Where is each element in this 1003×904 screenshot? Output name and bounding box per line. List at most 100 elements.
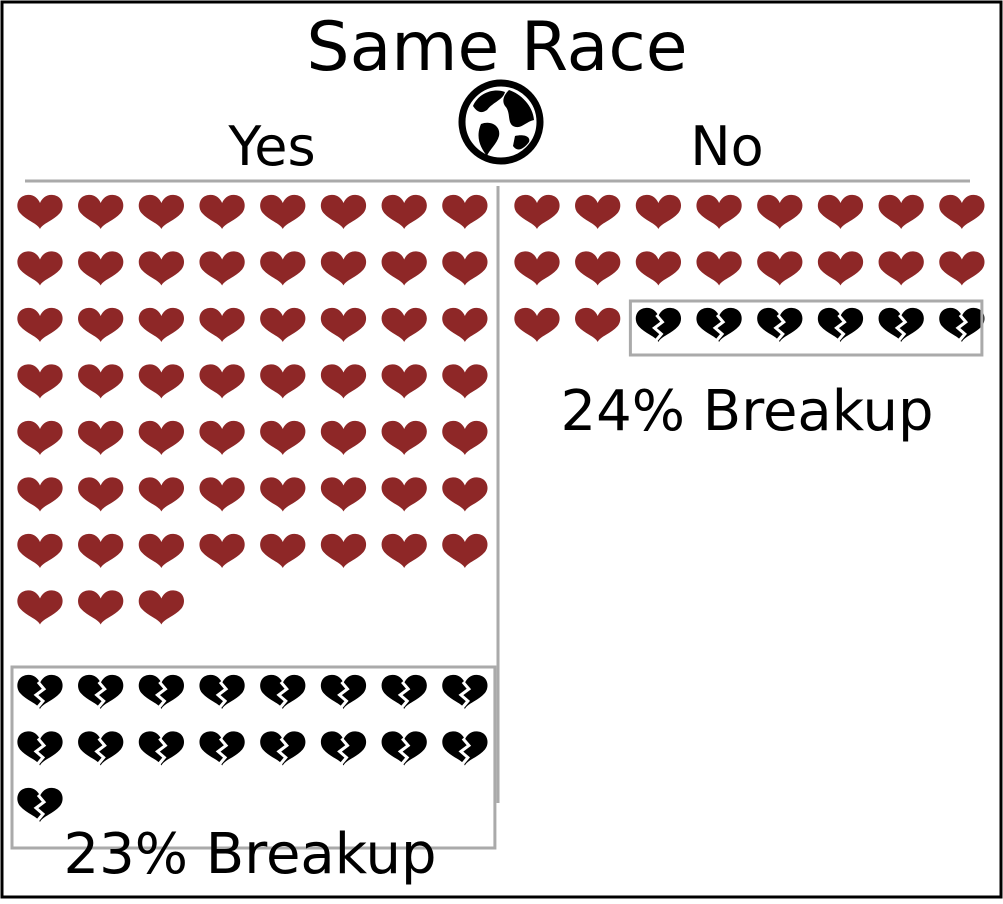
heart-icon [878,194,924,229]
broken-heart-icon [199,674,245,709]
heart-icon [199,420,245,455]
group-label-yes: Yes [227,115,315,178]
broken-heart-icon [878,307,924,342]
heart-icon [260,194,306,229]
heart-icon [442,251,488,286]
group-label-no: No [690,115,763,178]
broken-heart-icon [381,731,427,766]
heart-icon [17,477,63,512]
broken-heart-icon [138,674,185,709]
heart-icon [514,251,560,286]
heart-icon [260,533,306,568]
heart-icon [696,251,742,286]
heart-icon [381,420,427,455]
heart-icon [260,420,306,455]
heart-icon [817,194,864,229]
heart-icon [757,194,803,229]
broken-heart-icon [817,307,864,342]
heart-icon [696,194,742,229]
heart-icon [381,251,427,286]
heart-icon [442,420,488,455]
heart-icon [138,307,185,342]
heart-icon [138,533,185,568]
heart-icon [199,194,245,229]
broken-heart-icon [17,731,63,766]
heart-icon [138,590,185,625]
heart-icon [260,251,306,286]
heart-icon [138,251,185,286]
heart-icon [442,307,488,342]
heart-icon [757,251,803,286]
breakup-label-no: 24% Breakup [561,379,934,444]
breakup-frame [10,665,497,850]
heart-icon [78,307,124,342]
heart-icon [381,364,427,399]
heart-icon [199,477,245,512]
heart-icon [17,533,63,568]
heart-icon [575,194,621,229]
chart-title: Same Race [306,8,687,87]
heart-icon [199,533,245,568]
heart-icon [381,307,427,342]
heart-icon [442,477,488,512]
breakup-label-yes: 23% Breakup [64,822,437,887]
broken-heart-icon [260,731,306,766]
heart-icon [635,194,682,229]
heart-icon [78,590,124,625]
heart-icon [514,307,560,342]
breakup-frame [628,299,984,357]
broken-heart-icon [635,307,682,342]
heart-icon [939,251,985,286]
heart-icon [78,533,124,568]
broken-heart-icon [78,731,124,766]
broken-heart-icon [442,674,488,709]
heart-icon [199,251,245,286]
heart-icon [138,477,185,512]
broken-heart-icon [696,307,742,342]
heart-icon [939,194,985,229]
heart-icon [320,420,367,455]
heart-icon [17,307,63,342]
heart-icon [17,590,63,625]
heart-icon [514,194,560,229]
heart-icon [78,477,124,512]
heart-icon [442,533,488,568]
broken-heart-icon [320,731,367,766]
heart-icon [442,194,488,229]
broken-heart-icon [78,674,124,709]
broken-heart-icon [381,674,427,709]
heart-icon [575,251,621,286]
heart-icon [575,307,621,342]
heart-icon [260,477,306,512]
heart-icon [78,194,124,229]
heart-icon [260,307,306,342]
heart-icon [381,477,427,512]
broken-heart-icon [320,674,367,709]
heart-icon [78,420,124,455]
heart-icon [635,251,682,286]
heart-icon [17,420,63,455]
broken-heart-icon [260,674,306,709]
heart-icon [199,307,245,342]
heart-icon [381,533,427,568]
heart-icon [17,364,63,399]
broken-heart-icon [17,787,63,822]
broken-heart-icon [757,307,803,342]
heart-icon [78,364,124,399]
globe-icon [458,79,544,165]
heart-icon [442,364,488,399]
heart-icon [320,477,367,512]
heart-icon [138,420,185,455]
heart-icon [138,364,185,399]
broken-heart-icon [199,731,245,766]
heart-icon [381,194,427,229]
heart-icon [817,251,864,286]
heart-icon [320,307,367,342]
heart-icon [138,194,185,229]
broken-heart-icon [138,731,185,766]
heart-icon [320,533,367,568]
heart-icon [260,364,306,399]
